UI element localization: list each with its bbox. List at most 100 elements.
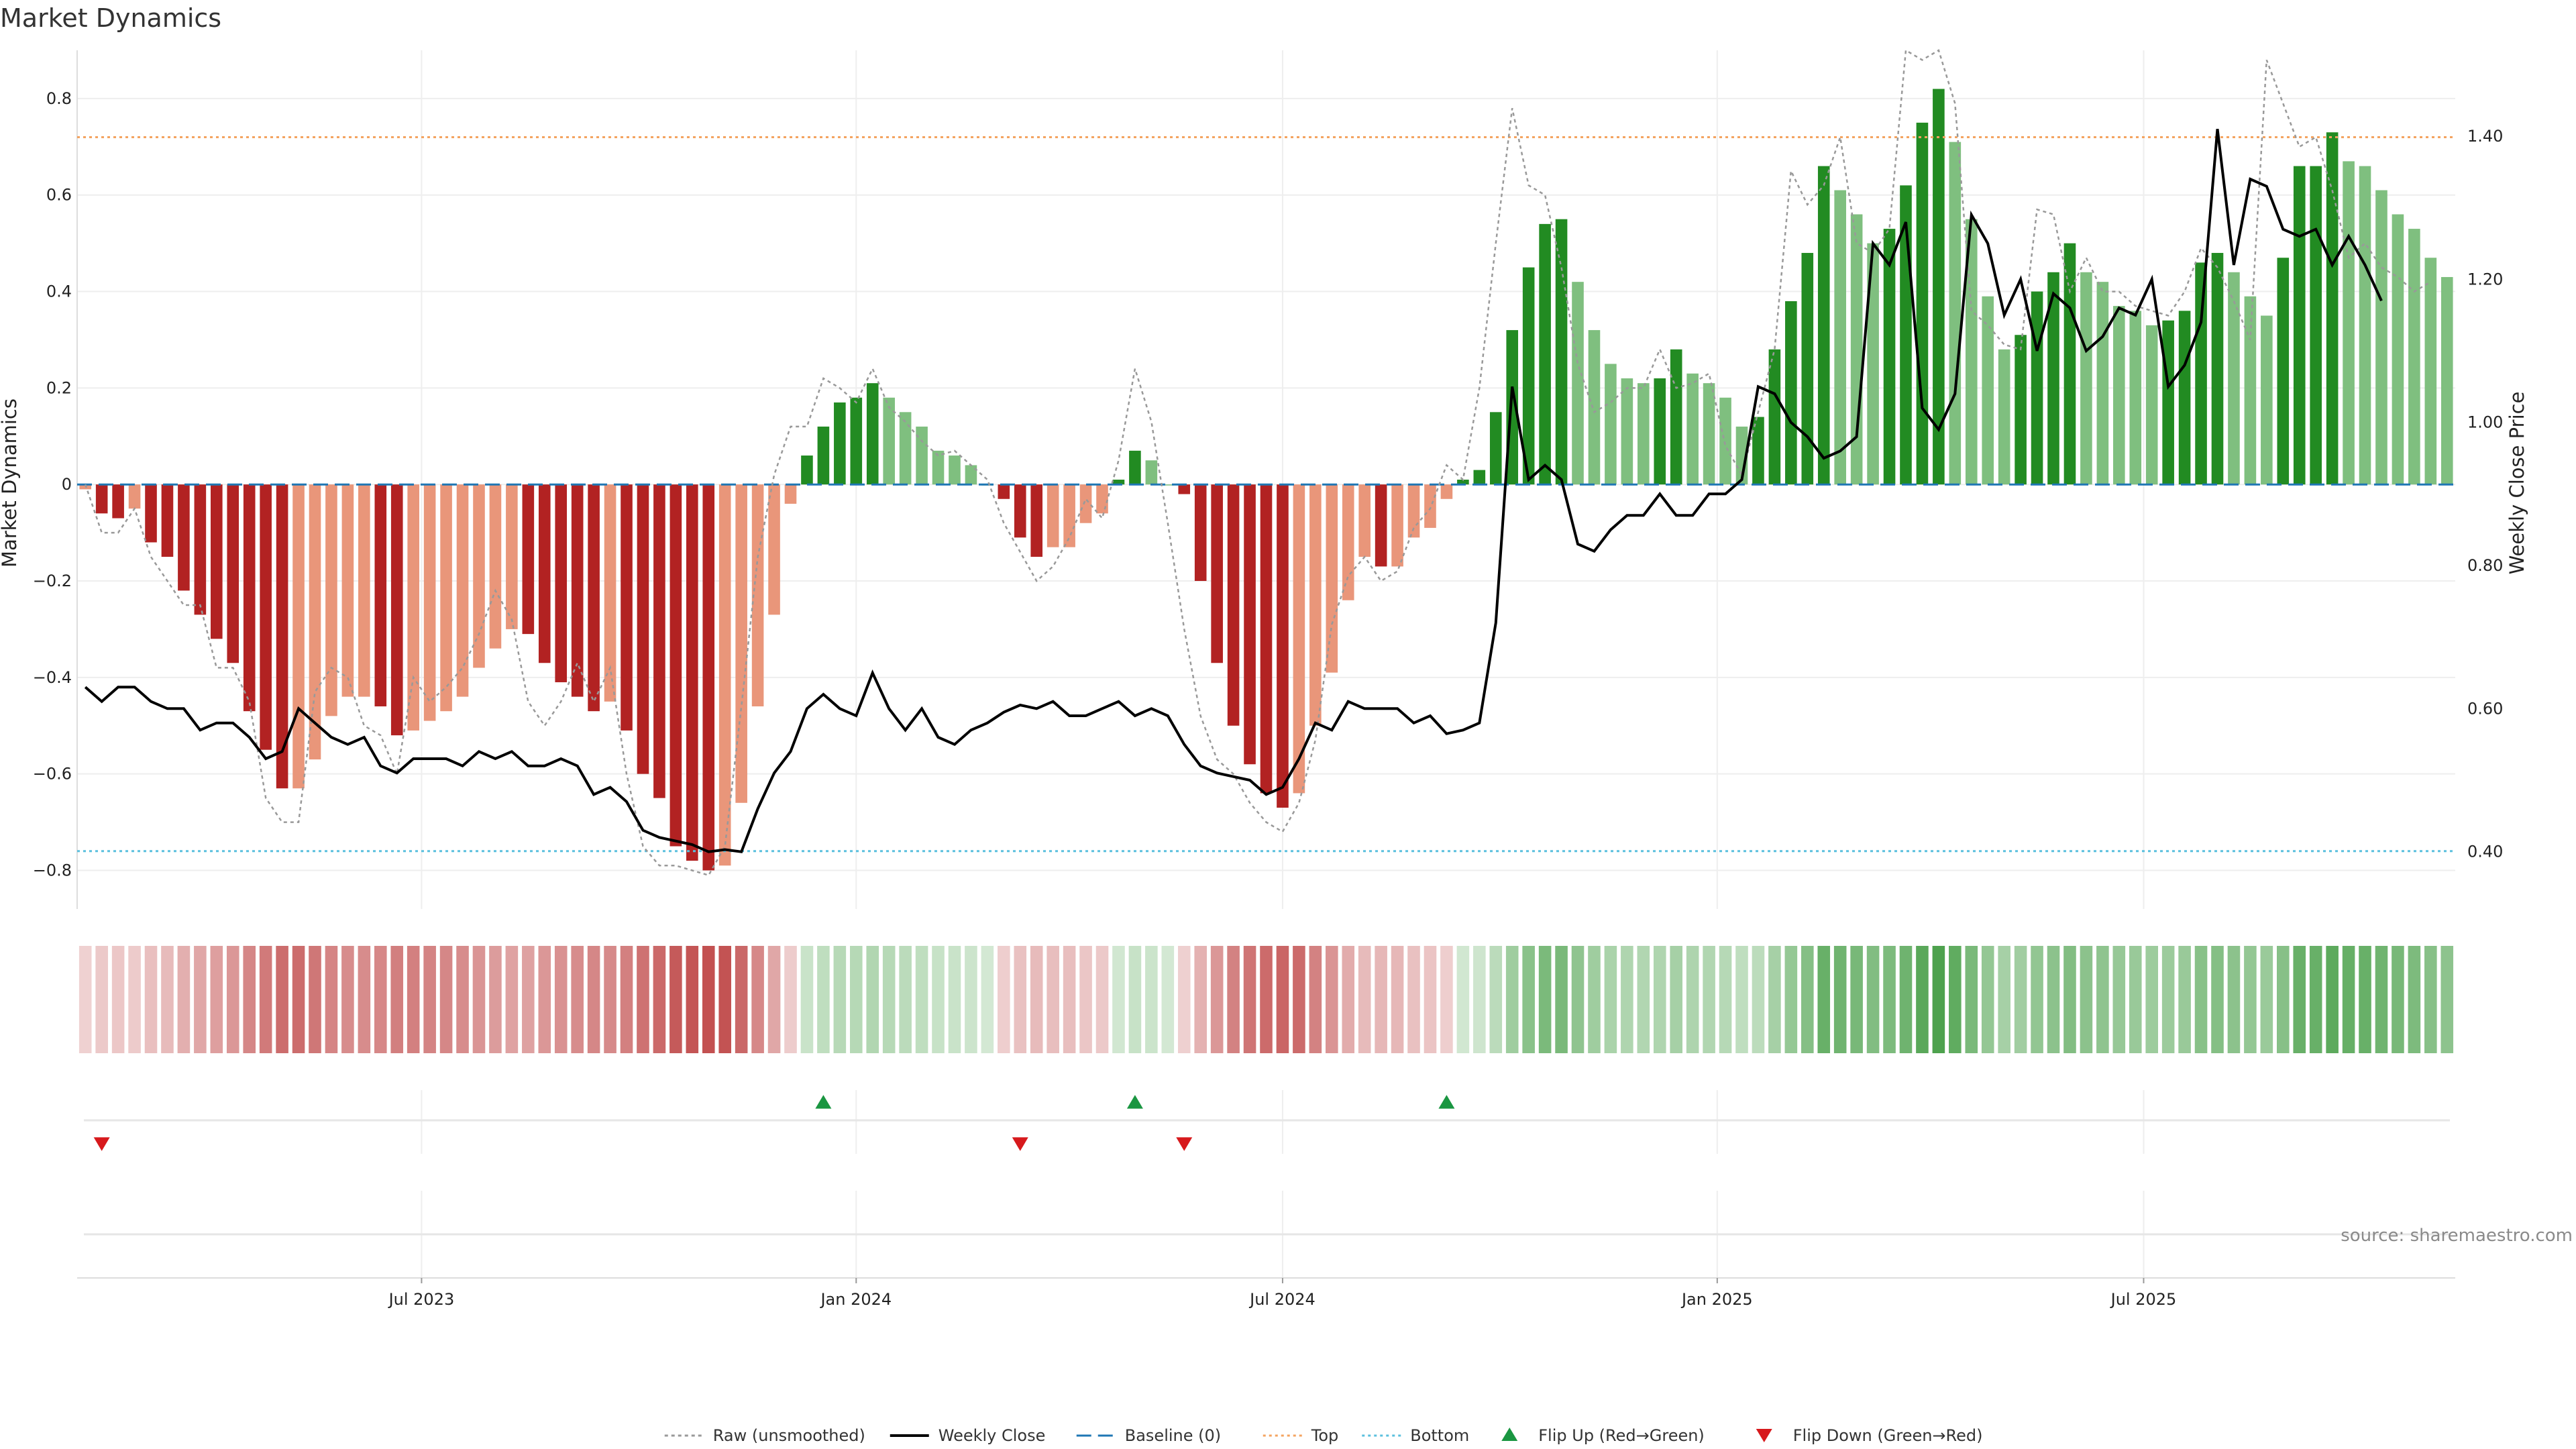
raw-line (85, 48, 2431, 877)
legend: Raw (unsmoothed) Weekly Close Baseline (0)… (664, 1426, 1983, 1445)
dynamics-bar (555, 484, 568, 683)
legend-label: Baseline (0) (1125, 1426, 1221, 1445)
regime-cell (1637, 946, 1650, 1053)
dynamics-bar (95, 484, 108, 514)
regime-cell (1703, 946, 1715, 1053)
dynamics-bar (2261, 315, 2273, 485)
dynamics-bar (309, 484, 321, 760)
dynamics-bar (473, 484, 485, 668)
dynamics-bar (1621, 378, 1633, 485)
dynamics-bar (686, 484, 698, 861)
flip-down-marker (93, 1137, 110, 1151)
legend-label: Flip Up (Red→Green) (1538, 1426, 1705, 1445)
dynamics-bar (1096, 484, 1108, 514)
dynamics-bar (1260, 484, 1273, 794)
x-tick-labels: Jul 2023 Jan 2024 Jul 2024 Jan 2025 Jul 2025 (388, 1278, 2177, 1309)
regime-cell (2260, 946, 2273, 1053)
y2-tick-label: 1.40 (2467, 127, 2503, 146)
dynamics-bar (2211, 253, 2224, 485)
dynamics-bar (1046, 484, 1059, 547)
regime-cell (505, 946, 519, 1053)
dynamics-bar (1162, 484, 1174, 486)
regime-cell (2293, 946, 2306, 1053)
dynamics-bar (1933, 89, 1945, 485)
dynamics-bar (178, 484, 190, 591)
regime-cell (1243, 946, 1256, 1053)
dynamics-bar (1375, 484, 1387, 567)
dynamics-bar (2162, 320, 2174, 485)
regime-cell (1227, 946, 1240, 1053)
regime-cell (653, 946, 666, 1053)
regime-cell (2031, 946, 2043, 1053)
dynamics-bar (571, 484, 584, 697)
dynamics-bar (1686, 373, 1699, 485)
y-tick-label: −0.6 (33, 765, 72, 784)
dynamics-bar (1867, 243, 1879, 485)
dynamics-bar (998, 484, 1010, 499)
dynamics-bar (1539, 223, 1551, 485)
lower-panel: Jul 2023 Jan 2024 Jul 2024 Jan 2025 Jul 2025… (77, 1191, 2573, 1309)
regime-cell (95, 946, 108, 1053)
regime-cell (932, 946, 945, 1053)
regime-cell (1063, 946, 1076, 1053)
x-tick-label: Jul 2025 (2110, 1290, 2177, 1309)
dynamics-bar (1440, 484, 1453, 499)
dynamics-bar (1014, 484, 1026, 538)
dynamics-bar (1326, 484, 1338, 673)
regime-cell (1817, 946, 1831, 1053)
regime-strip (78, 946, 2454, 1053)
regime-cell (2129, 946, 2142, 1053)
regime-cell (965, 946, 977, 1053)
dynamics-bar (243, 484, 256, 712)
dynamics-bar (292, 484, 305, 789)
regime-cell (1883, 946, 1896, 1053)
regime-cell (2211, 946, 2224, 1053)
regime-cell (276, 946, 288, 1053)
regime-cell (2440, 946, 2454, 1053)
regime-cell (522, 946, 535, 1053)
dynamics-bar (1211, 484, 1223, 663)
legend-label: Flip Down (Green→Red) (1793, 1426, 1983, 1445)
dynamics-bar (965, 465, 977, 485)
regime-cell (472, 946, 486, 1053)
regime-cell (1046, 946, 1059, 1053)
regime-cell (2227, 946, 2241, 1053)
dynamics-bar (702, 484, 715, 871)
regime-cell (899, 946, 912, 1053)
regime-cell (554, 946, 568, 1053)
dynamics-bar (1703, 383, 1715, 485)
dynamics-bar (2096, 282, 2109, 485)
regime-cell (1833, 946, 1847, 1053)
regime-cell (407, 946, 420, 1053)
regime-cell (1194, 946, 1207, 1053)
main-panel: 0.80.60.40.20−0.2−0.4−0.6−0.8 1.401.201.… (0, 48, 2528, 909)
regime-cell (309, 946, 321, 1053)
dynamics-bar (390, 484, 403, 736)
dynamics-bar (1588, 330, 1601, 485)
regime-cell (161, 946, 174, 1053)
regime-cell (78, 946, 92, 1053)
x-tick-label: Jan 2024 (819, 1290, 892, 1309)
regime-cell (374, 946, 387, 1053)
regime-cell (1260, 946, 1273, 1053)
dynamics-bar (916, 426, 928, 485)
regime-cell (1391, 946, 1404, 1053)
dynamics-bar (1834, 190, 1846, 485)
flip-up-marker (1126, 1095, 1143, 1109)
regime-cell (1440, 946, 1453, 1053)
dynamics-bar (801, 455, 813, 485)
regime-cell (1424, 946, 1437, 1053)
dynamics-bar (1817, 166, 1830, 485)
y2-tick-labels: 1.40 1.20 1.00 0.80 0.60 0.40 (2467, 127, 2503, 861)
y-tick-label: 0.4 (46, 282, 72, 301)
regime-cell (1095, 946, 1109, 1053)
regime-cell (1850, 946, 1863, 1053)
dynamics-bar (1489, 412, 1502, 485)
dynamics-bar (227, 484, 239, 663)
x-tick-label: Jul 2023 (388, 1290, 455, 1309)
regime-cell (177, 946, 191, 1053)
regime-cell (1030, 946, 1043, 1053)
regime-cell (1079, 946, 1092, 1053)
dynamics-bar (768, 484, 780, 615)
dynamics-bar (211, 484, 223, 639)
